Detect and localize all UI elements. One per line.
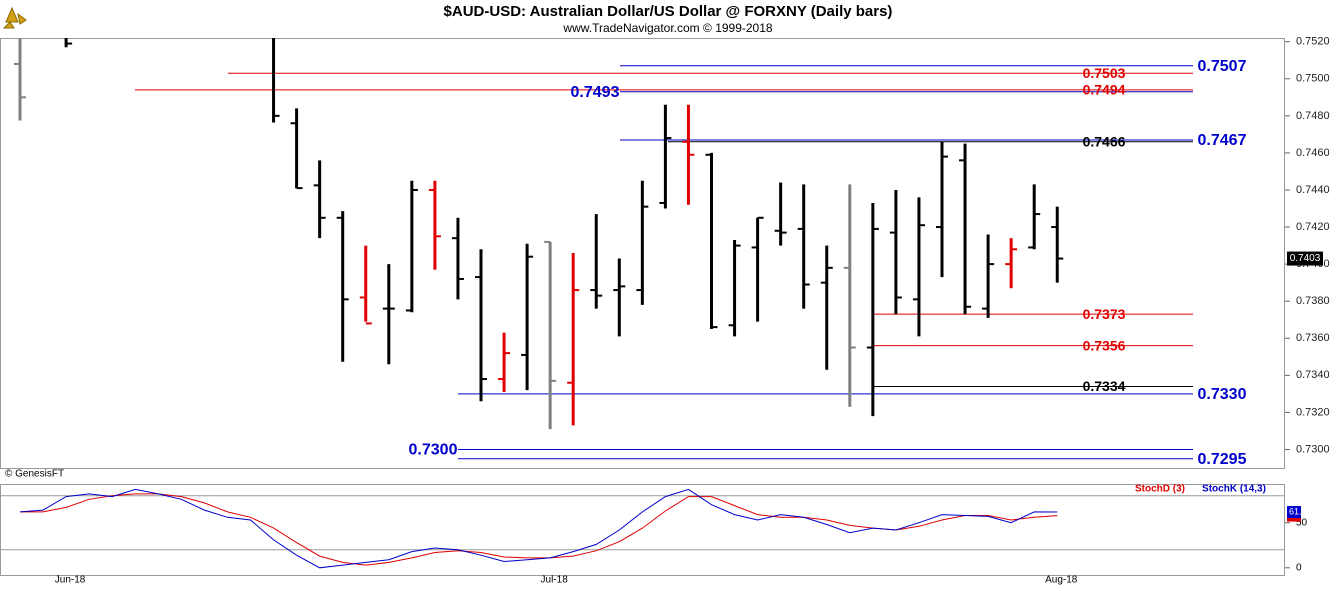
level-label: 0.7356 <box>1083 337 1126 353</box>
y-tick-label: 50 <box>1296 517 1308 528</box>
level-label: 0.7295 <box>1198 451 1247 468</box>
level-label: 0.7493 <box>571 84 620 101</box>
y-tick-label: 0.7320 <box>1296 406 1330 418</box>
level-label: 0.7334 <box>1083 378 1126 394</box>
y-tick-label: 0.7440 <box>1296 184 1330 196</box>
y-tick-label: 0.7420 <box>1296 221 1330 233</box>
level-label: 0.7494 <box>1083 82 1126 98</box>
y-tick-label: 0.7520 <box>1296 36 1330 48</box>
level-label: 0.7467 <box>1198 132 1247 149</box>
level-label: 0.7503 <box>1083 65 1126 81</box>
x-tick-label: Jul-18 <box>541 575 569 586</box>
last-price-label: 0.7403 <box>1290 253 1321 264</box>
level-label: 0.7330 <box>1198 386 1247 403</box>
chart-title: $AUD-USD: Australian Dollar/US Dollar @ … <box>444 3 893 20</box>
level-label: 0.7300 <box>409 442 458 459</box>
price-panel <box>0 38 1285 469</box>
x-tick-label: Jun-18 <box>55 575 86 586</box>
price-plot <box>14 38 1193 460</box>
y-tick-label: 0.7340 <box>1296 369 1330 381</box>
legend-label: StochD (3) <box>1135 484 1185 495</box>
y-tick-label: 0.7500 <box>1296 73 1330 85</box>
level-label: 0.7466 <box>1083 133 1126 149</box>
y-tick-label: 0 <box>1296 562 1302 573</box>
last-value-label: 61.88 <box>1289 506 1312 516</box>
y-tick-label: 0.7300 <box>1296 443 1330 455</box>
y-tick-label: 0.7360 <box>1296 332 1330 344</box>
level-label: 0.7373 <box>1083 306 1126 322</box>
stoch-line <box>19 488 1058 569</box>
chart-subtitle: www.TradeNavigator.com © 1999-2018 <box>562 21 772 35</box>
source-note: © GenesisFT <box>5 469 64 480</box>
stoch-panel <box>0 484 1285 576</box>
last-price-box <box>1287 251 1323 266</box>
y-tick-label: 0.7460 <box>1296 147 1330 159</box>
legend-label: StochK (14,3) <box>1202 484 1266 495</box>
x-tick-label: Aug-18 <box>1045 575 1078 586</box>
level-label: 0.7507 <box>1198 58 1247 75</box>
last-value-box <box>1287 506 1301 519</box>
axes: 0.73000.73200.73400.73600.73800.74000.74… <box>0 36 1330 586</box>
y-tick-label: 0.7380 <box>1296 295 1330 307</box>
logo <box>2 6 27 29</box>
y-tick-label: 0.7480 <box>1296 110 1330 122</box>
